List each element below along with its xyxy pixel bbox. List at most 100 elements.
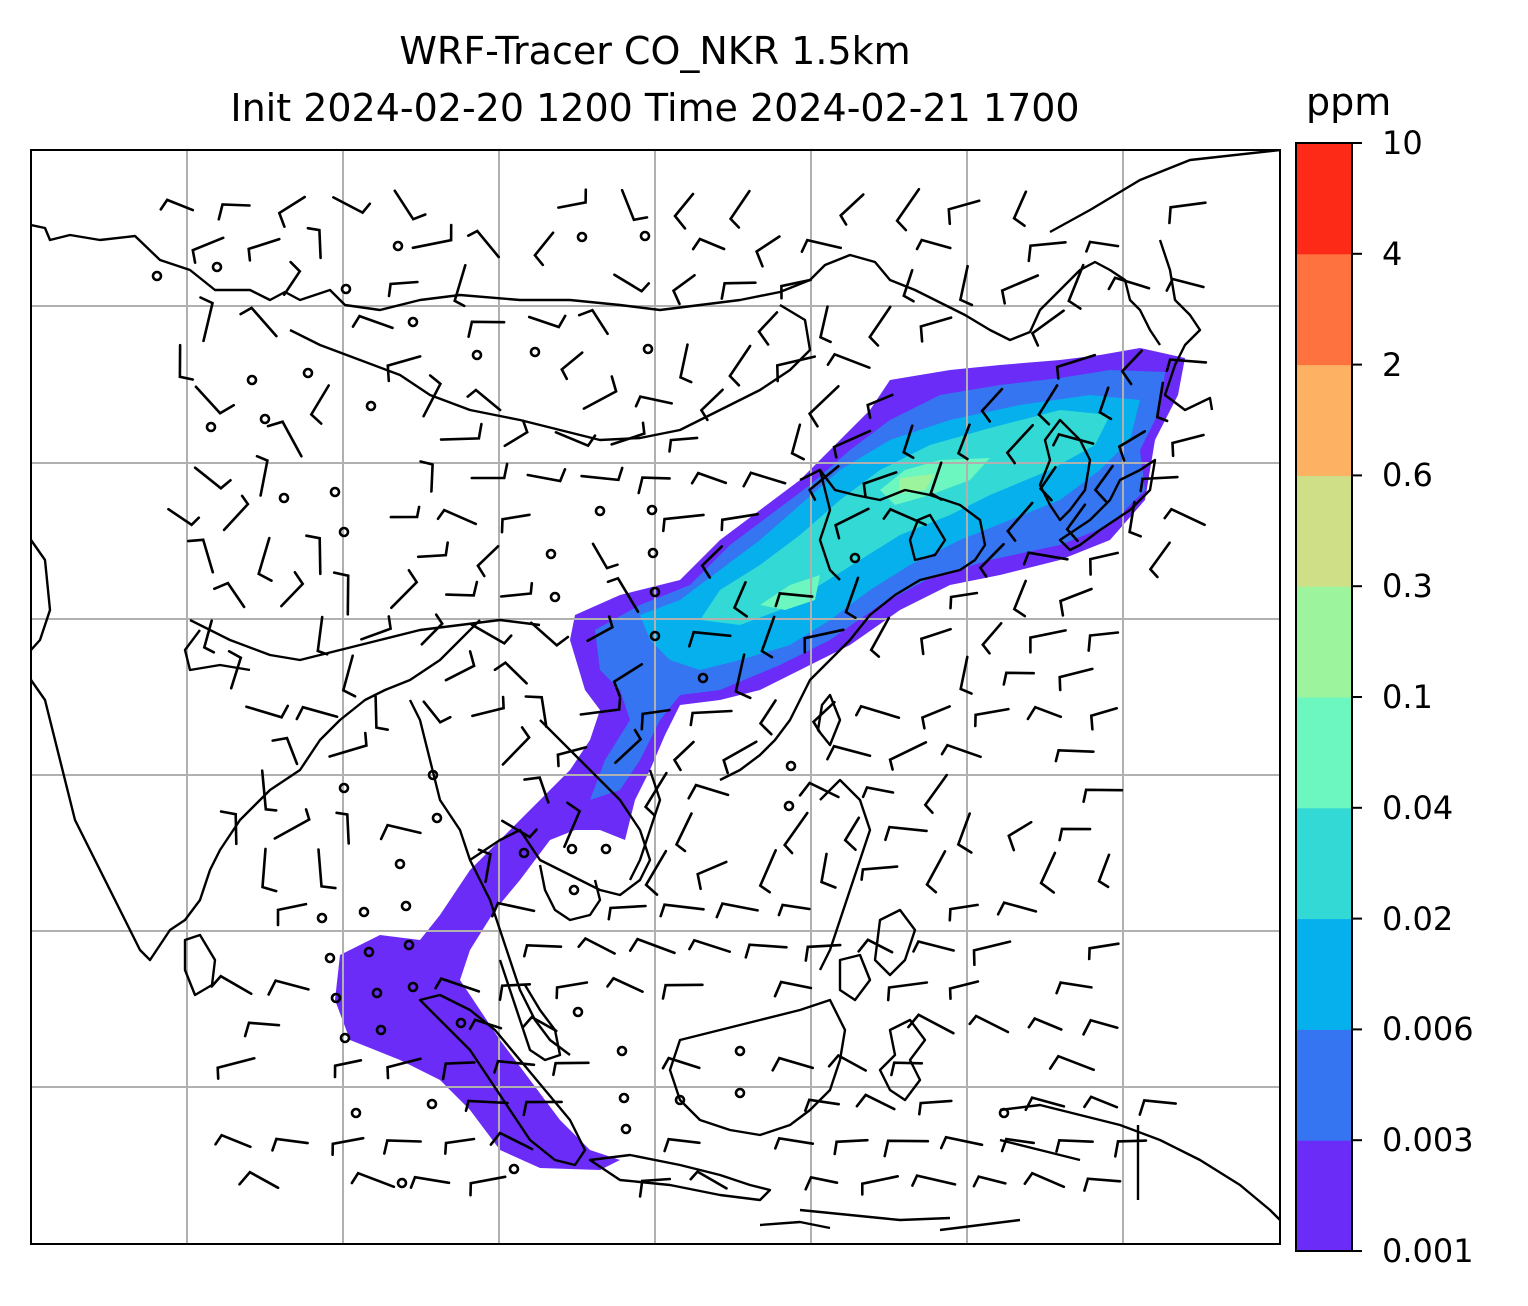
wind-barb [981, 622, 1003, 655]
wind-barb [245, 704, 290, 719]
colorbar [1296, 142, 1362, 1252]
wind-barb [860, 865, 899, 881]
wind-barb [194, 385, 235, 415]
wind-barb [1048, 1054, 1095, 1072]
wind-barb [222, 494, 250, 532]
wind-barb [925, 850, 947, 894]
wind-barb [577, 936, 616, 955]
wind-barb [247, 237, 281, 262]
colorbar-tick-label: 0.3 [1382, 567, 1433, 606]
wind-barb [862, 471, 898, 497]
wind-barb [734, 653, 752, 700]
wind-barb [1165, 358, 1208, 373]
wind-barb [527, 314, 567, 329]
wind-barb [732, 581, 749, 618]
calm-wind-circle [620, 1123, 632, 1135]
wind-barb [972, 940, 1012, 967]
wind-barb [1139, 475, 1179, 493]
calm-wind-circle [403, 939, 415, 951]
wind-barb [886, 981, 929, 1002]
wind-barb [959, 655, 973, 695]
wind-barb [958, 264, 974, 307]
wind-barb [187, 538, 215, 574]
wind-barb [773, 980, 813, 998]
wind-barb [1107, 276, 1151, 291]
wind-barb [758, 699, 777, 736]
wind-barb [444, 650, 476, 682]
wind-barb [1054, 748, 1095, 763]
wind-barb [674, 812, 693, 853]
wind-barb [1007, 820, 1033, 852]
wind-barb [940, 743, 982, 759]
wind-barb [804, 1175, 839, 1191]
wind-barb [610, 421, 646, 446]
wind-barb [688, 938, 731, 953]
wind-barb [277, 195, 306, 228]
wind-barb [672, 740, 695, 772]
coastlines [31, 150, 1280, 1232]
calm-wind-circle [594, 505, 606, 517]
wind-barb [1163, 507, 1206, 527]
colorbar-tick-label: 0.02 [1382, 899, 1454, 938]
wind-barb [844, 576, 860, 620]
calm-wind-circle [649, 586, 661, 598]
wind-barb [811, 700, 836, 734]
calm-wind-circle [431, 812, 443, 824]
wind-barb [869, 616, 891, 658]
wind-barb [826, 744, 872, 761]
wind-barb [808, 464, 840, 501]
calm-wind-circle [400, 900, 412, 912]
wind-barb [586, 615, 614, 643]
wind-barb [1055, 981, 1093, 995]
wind-barb [742, 471, 787, 488]
wind-barb [1171, 433, 1205, 458]
calm-wind-circle [549, 591, 561, 603]
wind-barb [436, 508, 478, 526]
calm-wind-circle [338, 782, 350, 794]
wind-barb [276, 902, 308, 927]
wind-barb [668, 436, 699, 453]
wind-barb [722, 740, 758, 775]
wind-barb [929, 461, 943, 501]
calm-wind-circle [639, 230, 651, 242]
wind-barb [1065, 503, 1087, 543]
wind-barb [638, 1177, 672, 1198]
wind-barb [341, 654, 357, 698]
wind-barb [1098, 386, 1113, 421]
colorbar-tick-label: 0.001 [1382, 1232, 1474, 1270]
wind-barb [606, 576, 640, 613]
wind-barb [441, 1061, 476, 1081]
wind-barb [918, 1099, 953, 1116]
wind-barb [560, 351, 584, 381]
wind-barb [476, 545, 500, 578]
calm-wind-circle [572, 1006, 584, 1018]
wind-barb [643, 771, 668, 817]
wind-barb [832, 429, 872, 459]
wind-barb [1089, 707, 1118, 731]
wind-barb [331, 1136, 365, 1156]
wind-barb [919, 627, 952, 656]
calm-wind-circle [576, 231, 588, 243]
wind-barb [663, 1137, 701, 1153]
wind-barb [688, 630, 732, 648]
wind-barb [800, 238, 842, 253]
wind-barb [902, 424, 915, 459]
wind-barb [374, 695, 389, 731]
calm-wind-circle [371, 987, 383, 999]
wind-barb [360, 615, 393, 641]
wind-barb [689, 709, 733, 727]
wind-barb [956, 423, 971, 461]
wind-barb [227, 650, 243, 690]
wind-barb [422, 700, 452, 724]
wind-barb [774, 592, 814, 608]
wind-barb [1052, 432, 1095, 447]
calm-wind-circle [407, 981, 419, 993]
colorbar-segment [1296, 586, 1352, 698]
wind-barb [1038, 466, 1057, 502]
calm-wind-circle [697, 672, 709, 684]
calm-wind-circle [426, 1098, 438, 1110]
calm-wind-circle [647, 547, 659, 559]
wind-barb [210, 974, 253, 996]
wind-barb [607, 904, 647, 921]
wind-barb [389, 505, 421, 519]
